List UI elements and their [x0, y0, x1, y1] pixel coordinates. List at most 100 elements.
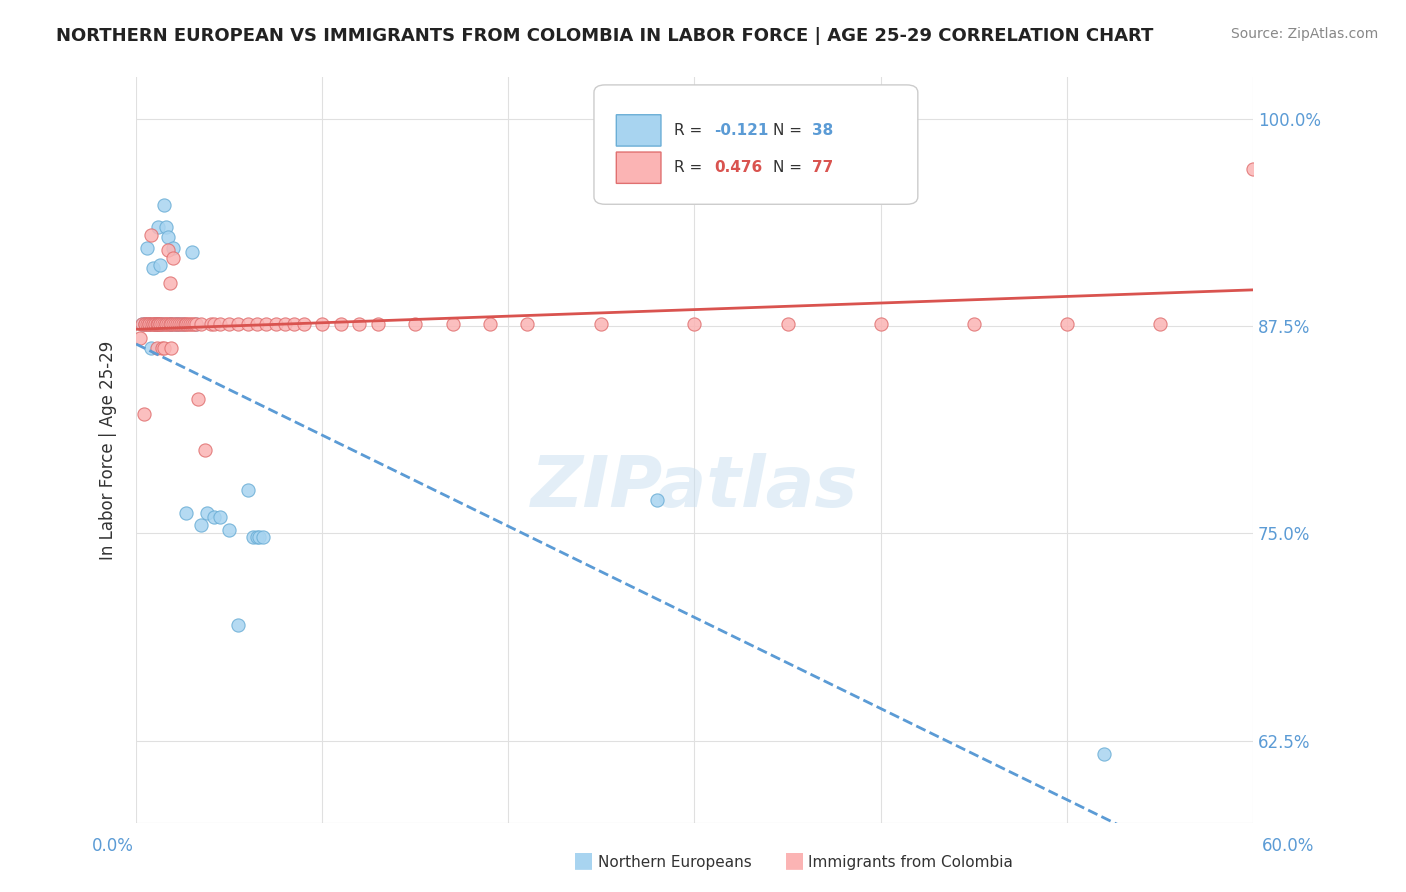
- Point: [162, 318, 184, 332]
- FancyBboxPatch shape: [616, 115, 661, 146]
- Point: [138, 318, 160, 332]
- Point: [190, 318, 212, 332]
- Text: 38: 38: [811, 123, 832, 138]
- Point: [159, 318, 181, 332]
- Text: N =: N =: [773, 161, 807, 175]
- Point: [184, 318, 207, 332]
- Point: [1241, 161, 1264, 176]
- Text: -0.121: -0.121: [714, 123, 769, 138]
- Point: [160, 341, 183, 355]
- Point: [186, 392, 208, 406]
- Point: [311, 318, 333, 332]
- Point: [159, 276, 181, 290]
- Point: [645, 493, 668, 508]
- Text: ZIPatlas: ZIPatlas: [531, 453, 858, 522]
- Point: [516, 318, 538, 332]
- Point: [142, 261, 165, 276]
- Point: [195, 507, 218, 521]
- Point: [218, 523, 240, 537]
- Point: [190, 518, 212, 533]
- Point: [228, 318, 250, 332]
- Point: [200, 318, 222, 332]
- Text: 60.0%: 60.0%: [1263, 837, 1315, 855]
- Point: [156, 243, 179, 257]
- Point: [131, 318, 153, 332]
- Point: [228, 617, 250, 632]
- Point: [143, 318, 166, 332]
- Point: [776, 318, 799, 332]
- Point: [134, 318, 156, 332]
- Point: [177, 318, 200, 332]
- Point: [136, 318, 159, 332]
- Point: [367, 318, 389, 332]
- Point: [132, 407, 155, 421]
- Point: [155, 318, 177, 332]
- Point: [683, 318, 706, 332]
- Point: [155, 219, 177, 234]
- Point: [139, 341, 162, 355]
- Point: [329, 318, 352, 332]
- Point: [236, 483, 259, 498]
- Point: [156, 229, 179, 244]
- Point: [181, 244, 204, 259]
- Text: Northern Europeans: Northern Europeans: [598, 855, 751, 870]
- Point: [134, 318, 156, 332]
- Point: [349, 318, 371, 332]
- Point: [170, 318, 193, 332]
- Point: [202, 509, 225, 524]
- Point: [274, 318, 297, 332]
- Point: [264, 318, 287, 332]
- Point: [165, 318, 187, 332]
- Point: [149, 318, 172, 332]
- Point: [176, 318, 198, 332]
- Text: ■: ■: [785, 850, 804, 870]
- Point: [139, 227, 162, 242]
- Point: [184, 318, 207, 332]
- Point: [254, 318, 277, 332]
- Point: [153, 318, 176, 332]
- Text: ■: ■: [574, 850, 593, 870]
- Text: 77: 77: [811, 161, 832, 175]
- Point: [138, 318, 160, 332]
- Y-axis label: In Labor Force | Age 25-29: In Labor Force | Age 25-29: [100, 341, 117, 560]
- Point: [145, 318, 167, 332]
- FancyBboxPatch shape: [616, 152, 661, 184]
- Point: [162, 241, 184, 255]
- Point: [166, 318, 188, 332]
- Point: [138, 318, 160, 332]
- Point: [136, 241, 159, 255]
- Point: [181, 318, 204, 332]
- Point: [176, 507, 198, 521]
- Point: [194, 443, 217, 458]
- Point: [1149, 318, 1171, 332]
- Point: [173, 318, 195, 332]
- Point: [139, 318, 162, 332]
- Point: [150, 318, 173, 332]
- Point: [242, 530, 264, 544]
- Text: Source: ZipAtlas.com: Source: ZipAtlas.com: [1230, 27, 1378, 41]
- Point: [183, 318, 205, 332]
- Text: 0.0%: 0.0%: [91, 837, 134, 855]
- Point: [218, 318, 240, 332]
- Point: [128, 331, 150, 345]
- Point: [165, 318, 187, 332]
- Point: [591, 318, 613, 332]
- Point: [153, 198, 176, 212]
- Point: [252, 530, 274, 544]
- Point: [478, 318, 501, 332]
- Point: [131, 318, 153, 332]
- Point: [292, 318, 315, 332]
- Point: [145, 318, 167, 332]
- Point: [869, 318, 891, 332]
- Point: [150, 341, 173, 355]
- Point: [159, 318, 181, 332]
- Point: [143, 318, 166, 332]
- Point: [167, 318, 190, 332]
- Point: [153, 341, 176, 355]
- Point: [208, 509, 231, 524]
- Point: [179, 318, 201, 332]
- Text: R =: R =: [675, 123, 707, 138]
- Point: [155, 318, 177, 332]
- Point: [172, 318, 194, 332]
- FancyBboxPatch shape: [593, 85, 918, 204]
